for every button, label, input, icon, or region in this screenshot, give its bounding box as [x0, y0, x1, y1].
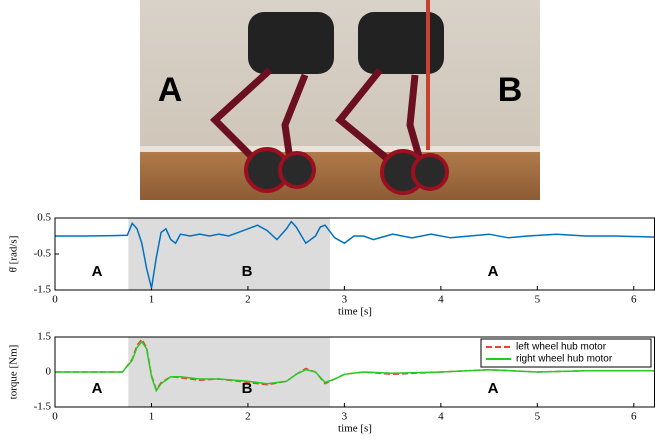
region-label: A [92, 263, 103, 280]
x-tick-label: 4 [438, 411, 444, 423]
x-tick-label: 0 [52, 294, 58, 306]
region-label: A [92, 380, 103, 397]
photo-label: A [158, 71, 183, 109]
x-tick-label: 2 [245, 294, 251, 306]
x-tick-label: 2 [245, 411, 251, 423]
y-tick-label: -0.5 [34, 248, 52, 260]
region-label: A [488, 380, 499, 397]
y-tick-label: 0 [46, 366, 52, 378]
x-tick-label: 0 [52, 411, 58, 423]
x-tick-label: 1 [149, 411, 155, 423]
y-axis-label: θ̇ [rad/s] [8, 236, 20, 273]
x-tick-label: 4 [438, 294, 444, 306]
x-tick-label: 3 [342, 411, 348, 423]
legend-label: right wheel hub motor [516, 354, 613, 365]
y-tick-label: -1.5 [34, 401, 52, 413]
x-tick-label: 3 [342, 294, 348, 306]
photo-label: B [498, 71, 523, 109]
x-tick-label: 6 [631, 411, 637, 423]
shaded-region [128, 218, 330, 290]
x-tick-label: 5 [535, 411, 541, 423]
y-axis-label: torque [Nm] [8, 345, 20, 400]
x-axis-label: time [s] [338, 423, 372, 435]
region-label: B [242, 263, 253, 280]
x-tick-label: 1 [149, 294, 155, 306]
x-tick-label: 6 [631, 294, 637, 306]
y-tick-label: 0.5 [37, 212, 51, 224]
y-tick-label: -1.5 [34, 284, 52, 296]
x-tick-label: 5 [535, 294, 541, 306]
y-tick-label: 1.5 [37, 331, 51, 343]
region-label: A [488, 263, 499, 280]
figure: A B 0 1 2 3 4 5 6 -1.5 -0.5 0.5 A B Atime [s] θ̇ [rad… [0, 0, 655, 445]
legend-label: left wheel hub motor [516, 342, 607, 353]
x-axis-label: time [s] [338, 306, 372, 318]
photo: A B [140, 0, 540, 200]
